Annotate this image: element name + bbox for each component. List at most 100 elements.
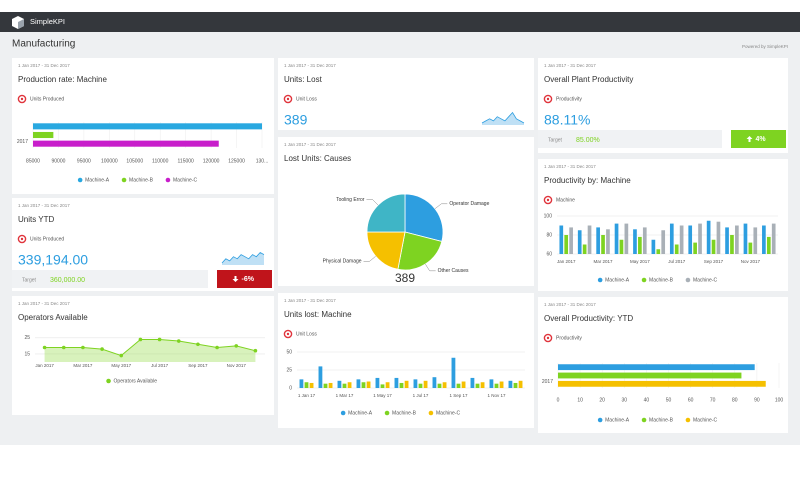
bar: [328, 382, 333, 388]
x-tick-label: Jan 2017: [557, 259, 576, 264]
trend-arrow: [232, 276, 239, 282]
bar: [489, 379, 494, 388]
widget-title: Units YTD: [18, 215, 55, 224]
metric-label: Machine: [556, 197, 575, 203]
bar: [587, 225, 592, 254]
widget-title: Productivity by: Machine: [544, 176, 631, 185]
x-tick-label: 90: [754, 397, 760, 403]
date-range: 1 Jan 2017 - 31 Dec 2017: [544, 164, 596, 169]
bar: [394, 377, 399, 388]
x-tick-label: 1 Mar 17: [336, 393, 354, 398]
bar: [596, 227, 600, 254]
date-range: 1 Jan 2017 - 31 Dec 2017: [284, 142, 336, 147]
bar: [693, 242, 697, 254]
widget-card: [278, 58, 534, 130]
legend-swatch: [597, 277, 603, 283]
date-range: 1 Jan 2017 - 31 Dec 2017: [284, 63, 336, 68]
bar: [413, 379, 418, 388]
widget-title: Production rate: Machine: [18, 75, 107, 84]
bar: [366, 381, 371, 388]
metric-icon-dot: [546, 336, 550, 340]
center-value: 389: [395, 271, 415, 285]
pie-slice: [366, 231, 406, 270]
bar: [461, 381, 466, 388]
bar: [558, 380, 766, 387]
bar: [513, 382, 518, 388]
sparkline-area: [482, 112, 524, 125]
x-tick-label: Jul 2017: [668, 259, 686, 264]
legend-label: Machine-A: [605, 277, 630, 283]
trend-arrow: [746, 136, 753, 142]
bar: [735, 225, 739, 254]
y-tick-label: 2017: [17, 139, 28, 145]
legend-label: Machine-C: [436, 410, 461, 416]
y-tick-label: 100: [544, 213, 553, 219]
x-tick-label: Jul 2017: [151, 363, 169, 368]
metric-label: Productivity: [556, 96, 582, 102]
bar: [771, 223, 776, 254]
bar: [423, 380, 428, 388]
x-tick-label: 1 Nov 17: [487, 393, 506, 398]
bar: [356, 379, 361, 388]
bar: [442, 382, 447, 388]
bar: [558, 372, 742, 379]
y-tick-label: 25: [286, 367, 292, 373]
legend-label: Machine-C: [173, 177, 198, 183]
legend-swatch: [685, 417, 691, 423]
widget-title: Units: Lost: [284, 75, 323, 84]
x-tick-label: 105000: [126, 158, 143, 164]
bar: [569, 227, 573, 254]
sparkline: [481, 111, 525, 124]
leader-line: [363, 256, 376, 262]
metric-label: Units Produced: [30, 96, 64, 102]
bar: [730, 235, 734, 254]
point: [138, 337, 143, 342]
target-label: Target: [548, 137, 563, 143]
change-box: [731, 130, 786, 148]
bar: [499, 381, 504, 388]
x-tick-label: 85000: [26, 158, 40, 164]
y-tick-label: 25: [24, 335, 30, 341]
x-tick-label: 115000: [178, 158, 195, 164]
point: [81, 345, 85, 350]
bar: [456, 383, 461, 388]
leader-line: [434, 203, 448, 209]
slice-label: Physical Damage: [323, 259, 362, 265]
x-tick-label: Nov 2017: [227, 363, 247, 368]
x-tick-label: 100: [775, 397, 784, 403]
leader-line: [366, 199, 379, 206]
bar: [766, 236, 771, 254]
bar: [558, 364, 755, 371]
widget-title: Overall Plant Productivity: [544, 75, 633, 84]
bar: [323, 383, 328, 388]
bar: [661, 230, 666, 254]
bar: [404, 380, 409, 388]
line: [44, 338, 256, 357]
y-tick-label: 15: [24, 351, 30, 357]
legend-label: Machine-B: [649, 417, 674, 423]
legend-swatch: [641, 417, 647, 423]
y-tick-label: 50: [286, 349, 292, 355]
x-tick-label: 80: [732, 397, 738, 403]
bar: [606, 229, 610, 254]
legend-label: Machine-A: [85, 177, 110, 183]
x-tick-label: Jan 2017: [35, 363, 54, 368]
x-tick-label: Mar 2017: [594, 259, 614, 264]
legend-swatch: [165, 177, 171, 183]
bar: [518, 380, 523, 388]
x-tick-label: 20: [599, 397, 605, 403]
bar: [508, 380, 513, 388]
legend-swatch: [428, 410, 434, 416]
pie-slice: [397, 231, 443, 271]
legend-label: Machine-B: [392, 410, 417, 416]
point: [176, 339, 181, 343]
legend-label: Machine-B: [129, 177, 154, 183]
target-value: 85.00%: [576, 137, 600, 144]
target-row: [538, 130, 722, 148]
legend-swatch: [641, 277, 647, 283]
bar: [299, 379, 304, 388]
y-tick-label: 80: [546, 232, 552, 238]
metric-label: Units Produced: [30, 236, 64, 242]
x-tick-label: May 2017: [111, 363, 131, 368]
bar: [480, 382, 485, 388]
